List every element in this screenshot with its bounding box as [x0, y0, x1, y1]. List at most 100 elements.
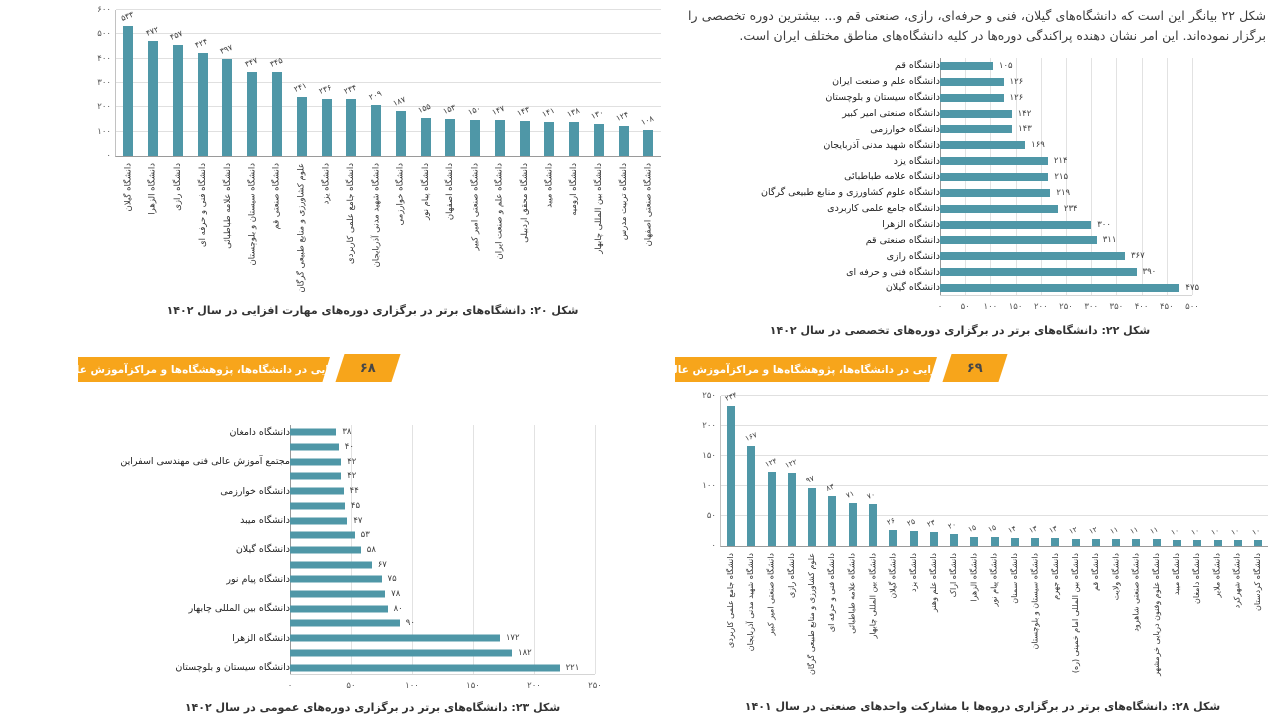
bar [290, 649, 513, 657]
chart-row: دانشگاه میبد ۴۷ [85, 513, 660, 528]
category-slot: دانشگاه الزهرا [963, 550, 983, 695]
grid-line [1141, 58, 1143, 295]
bar [1172, 540, 1181, 546]
category-slot: دانشگاه سمنان [1004, 550, 1024, 695]
category-slot: دانشگاه اراک [943, 550, 963, 695]
bar [970, 537, 979, 546]
bar [290, 590, 386, 598]
bar-track: ۱۸۲ [290, 646, 595, 661]
bar-slot: ۱۰ [1207, 396, 1227, 546]
bar [940, 188, 1051, 197]
bar [222, 59, 233, 156]
bar-track: ۴۰ [290, 440, 595, 455]
bar-slot: ۱۵۳ [438, 10, 463, 156]
bar [371, 105, 382, 156]
figure-22-rows: دانشگاه قم ۱۰۵ دانشگاه علم و صنعت ایران ۱۲۶… [700, 58, 1220, 296]
bar-slot: ۳۹۷ [215, 10, 240, 156]
figure-28-caption: شکل ۲۸: دانشگاه‌های برتر در برگزاری دروه… [744, 700, 1221, 713]
bar [940, 109, 1012, 118]
category-label: دانشگاه اصفهان [445, 163, 456, 221]
bar-value-label: ۱۰ [1229, 525, 1241, 537]
figure-28-plot-area: ۰ ۵۰ ۱۰۰ ۱۵۰ ۲۰۰ ۲۵۰ ۲۳۴ ۱۶۷ ۱۲۴ ۱۲۲ ۹۷ ۸۳ ۷۱ ۷۰ ۲۶ ۲۵ ۲… [702, 390, 1268, 551]
category-slot: دانشگاه یزد [313, 160, 338, 300]
y-axis-tick-label: ۵۰ [706, 511, 716, 521]
bar-slot: ۱۲۴ [762, 396, 782, 546]
category-slot: دانشگاه محقق اردبیلی [511, 160, 536, 300]
bar-value-label: ۱۲۶ [1009, 92, 1024, 103]
chart-row: دانشگاه صنعتی امیر کبیر ۱۴۲ [700, 106, 1220, 122]
category-label: دانشگاه جهرم [1050, 553, 1060, 600]
bar-value-label: ۲۰ [946, 519, 958, 531]
x-axis-tick-label: ۱۵۰ [466, 681, 480, 691]
bar-slot: ۱۴ [1005, 396, 1025, 546]
bar-value-label: ۱۳ [1047, 523, 1059, 536]
bar-track: ۱۴۳ [940, 121, 1192, 137]
bar [1071, 538, 1080, 546]
bar-value-label: ۱۴ [1007, 523, 1018, 535]
bar-slot: ۱۰ [1167, 396, 1187, 546]
category-label: دانشگاه سیستان و بلوچستان [175, 662, 290, 674]
y-axis-tick-label: ۴۰۰ [97, 53, 111, 64]
bar-slot: ۱۱ [1106, 396, 1126, 546]
bar-slot: ۲۴۱ [289, 10, 314, 156]
bar-value-label: ۱۲ [1088, 524, 1099, 536]
bar [445, 118, 456, 156]
category-label: دانشگاه پیام نور [989, 553, 999, 607]
bar-track: ۱۴۲ [940, 106, 1192, 122]
bar-slot: ۴۵۷ [166, 10, 191, 156]
bar-value-label: ۱۴۷ [491, 104, 507, 118]
category-slot: دانشگاه یزد [902, 550, 922, 695]
category-label: دانشگاه پیام نور [226, 573, 290, 585]
bar [593, 124, 604, 156]
bar-value-label: ۱۴۱ [540, 105, 556, 119]
chart-row: ۵۳ [85, 528, 660, 543]
bar-slot: ۲۳۴ [721, 390, 741, 546]
category-label: دانشگاه سیستان و بلوچستان [1030, 553, 1040, 650]
category-slot: دانشگاه رازی [165, 160, 190, 300]
bar [290, 634, 500, 642]
category-slot: دانشگاه صنعتی اصفهان [635, 160, 660, 300]
category-slot: دانشگاه صنعتی شاهرود [1125, 550, 1145, 695]
bar [395, 110, 406, 156]
category-label: دانشگاه رازی [786, 553, 796, 598]
x-axis-tick-label: ۴۰۰ [1134, 302, 1149, 312]
bar-slot: ۱۳۰ [587, 10, 612, 156]
bar [950, 534, 959, 546]
bar [290, 546, 361, 554]
right-page-number: ۶۹ [967, 360, 983, 376]
category-label: دانشگاه رازی [886, 250, 940, 262]
category-label: دانشگاه یزد [908, 553, 918, 592]
category-label: دانشگاه ملایر [1212, 553, 1222, 598]
bar [1254, 540, 1263, 546]
bar-value-label: ۷۰ [865, 489, 877, 501]
bar-slot: ۱۳ [1025, 396, 1045, 546]
x-axis-tick-label: ۱۰۰ [983, 302, 998, 312]
bar-slot: ۱۳ [1045, 396, 1065, 546]
bar [290, 531, 355, 539]
category-label: دانشگاه محقق اردبیلی [519, 163, 530, 243]
chart-row: دانشگاه سیستان و بلوچستان ۱۲۶ [700, 90, 1220, 106]
chart-row: ۶۷ [85, 557, 660, 572]
bar-value-label: ۱۸۷ [391, 94, 408, 108]
bar-value-label: ۲۵ [905, 516, 917, 528]
bar-track: ۲۱۵ [940, 169, 1192, 185]
bar [1010, 537, 1019, 546]
category-label: دانشگاه تربیت مدرس [618, 163, 629, 241]
bar-value-label: ۲۳۴ [723, 389, 738, 403]
grid-line [116, 57, 661, 59]
chart-row: دانشگاه خوارزمی ۴۴ [85, 484, 660, 499]
category-slot: دانشگاه ملایر [1206, 550, 1226, 695]
bar [123, 26, 134, 156]
bar-value-label: ۱۳۰ [590, 108, 606, 122]
bar-value-label: ۱۲۴ [614, 109, 631, 123]
chart-row: دانشگاه رازی ۳۶۷ [700, 248, 1220, 264]
bar-track: ۷۵ [290, 572, 595, 587]
bar-value-label: ۲۳۴ [1063, 203, 1078, 214]
bar [747, 445, 756, 546]
category-label: دانشگاه علم و صنعت ایران [494, 163, 505, 260]
bar [643, 129, 654, 156]
x-axis-tick-label: ۵۰ [346, 681, 356, 691]
bar-value-label: ۳۹۰ [1142, 267, 1157, 278]
bars-group: ۵۳۳ ۴۷۲ ۴۵۷ ۴۲۴ ۳۹۷ ۳۴۷ ۳۴۵ ۲۴۱ ۲۳۶ ۲۳۴ ۲۰۹ ۱۸۷ ۱۵۵ ۱… [116, 10, 661, 156]
bar [290, 502, 345, 510]
